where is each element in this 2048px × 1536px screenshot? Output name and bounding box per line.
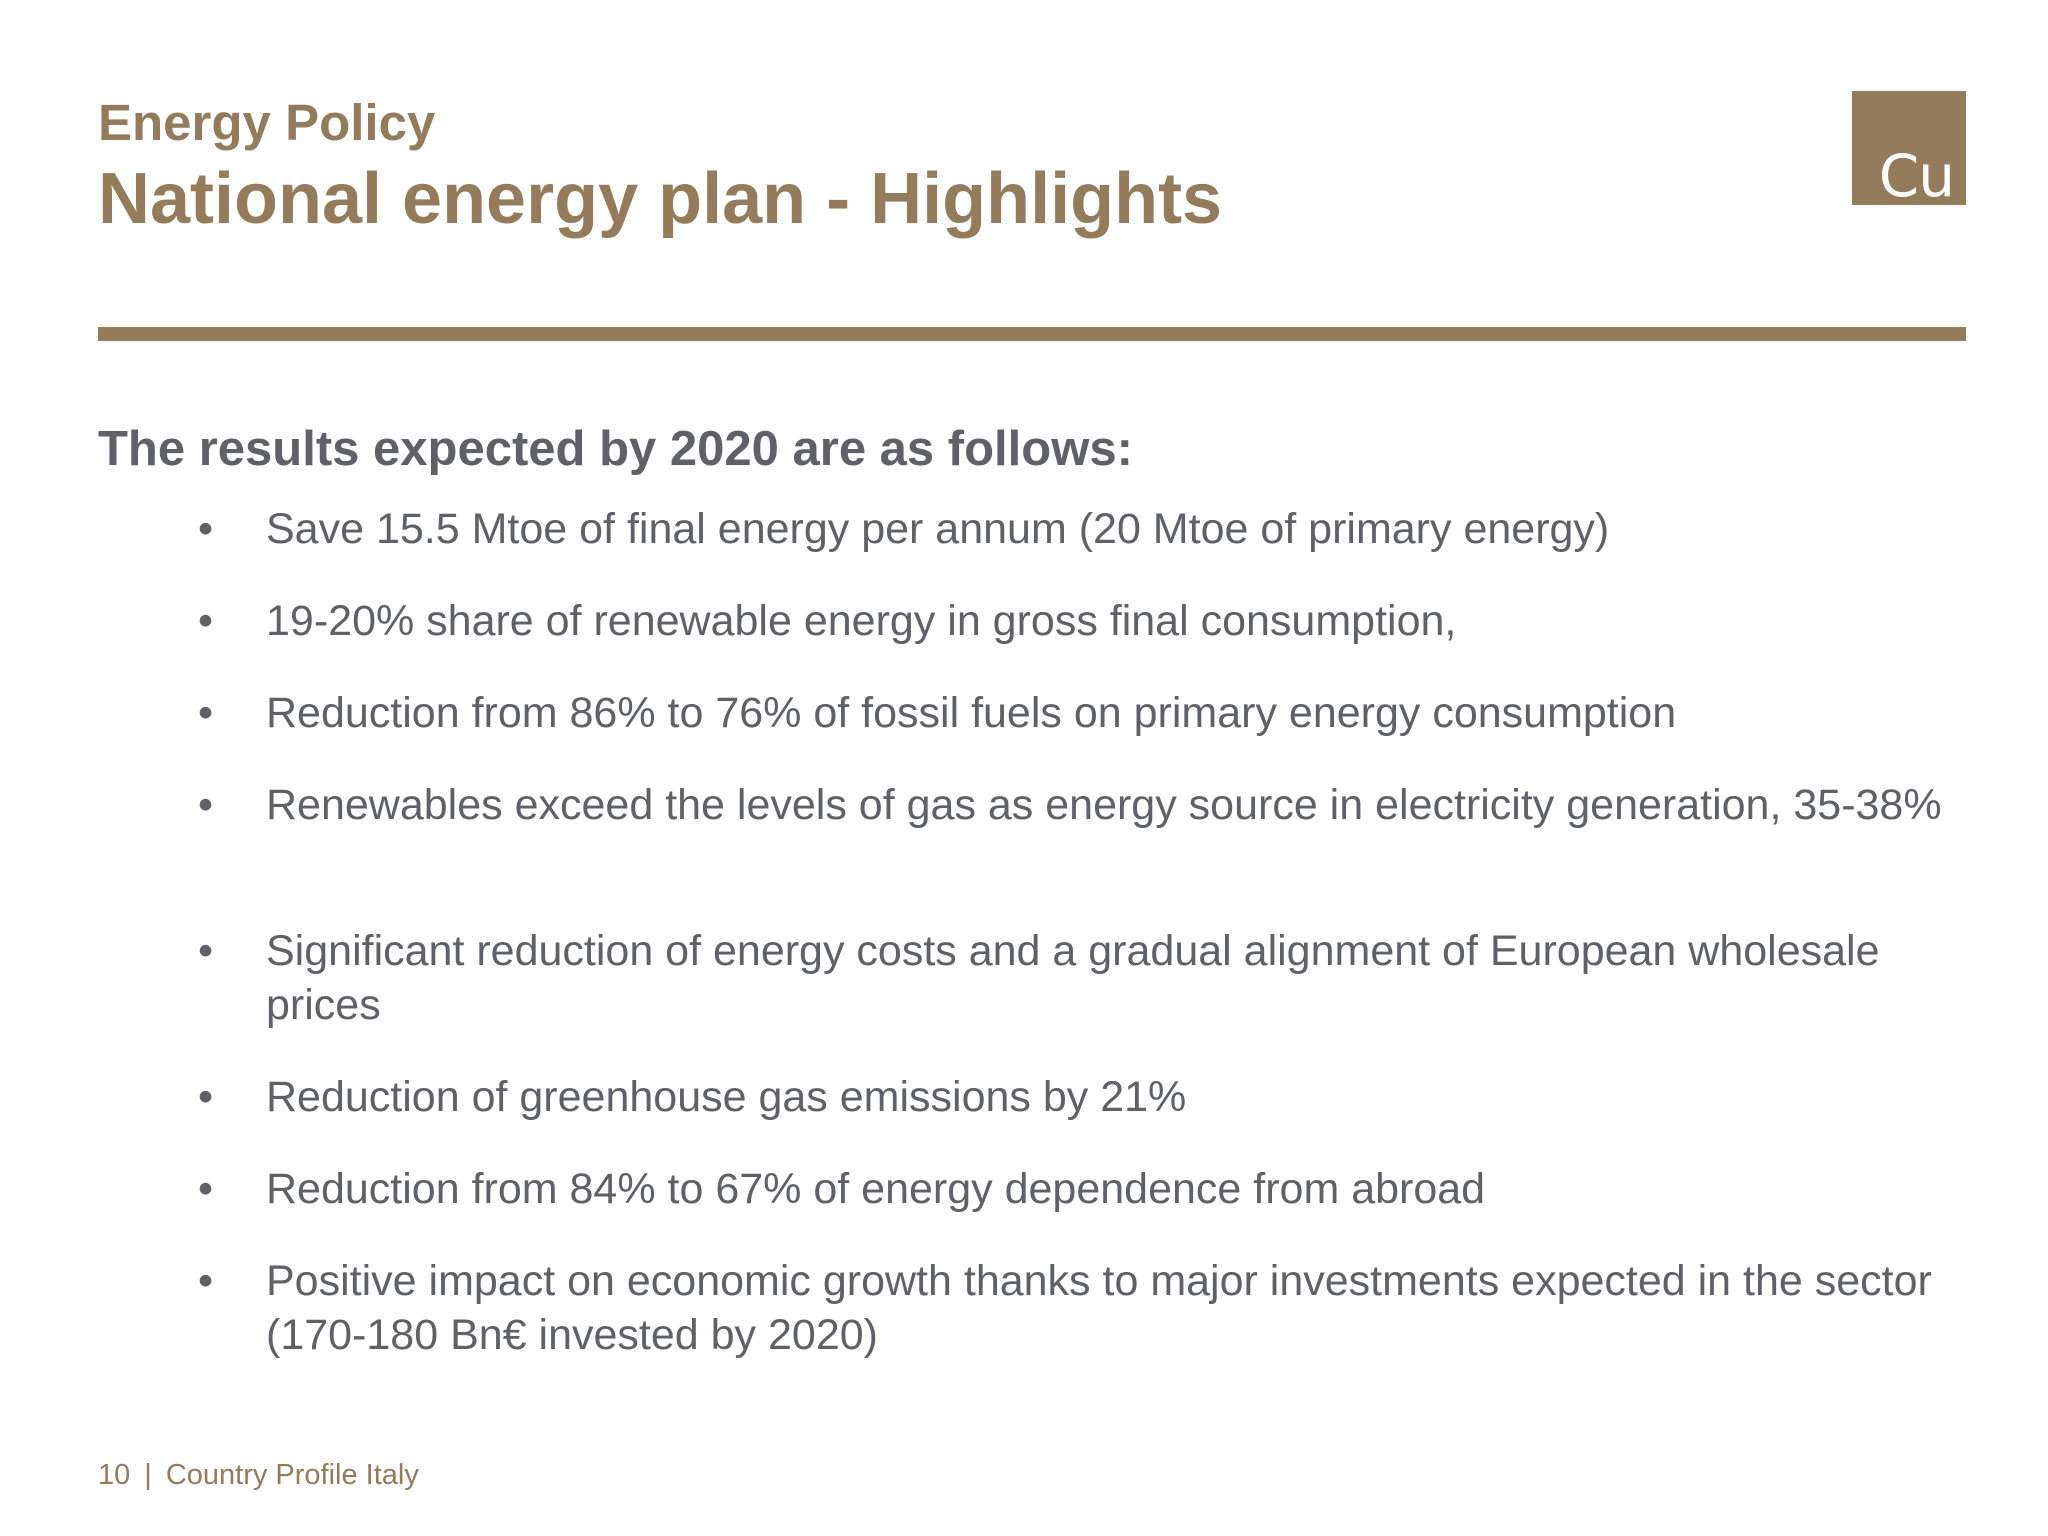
footer-label: Country Profile Italy [165, 1459, 419, 1491]
bullet-text: Significant reduction of energy costs an… [266, 927, 1880, 1029]
bullet-dot: • [198, 1073, 214, 1121]
bullet-text: Reduction from 84% to 67% of energy depe… [266, 1165, 1486, 1213]
bullet-dot: • [198, 597, 214, 645]
header-divider [98, 327, 1966, 341]
bullet-text: Renewables exceed the levels of gas as e… [266, 781, 1942, 829]
bullet-text: Save 15.5 Mtoe of final energy per annum… [266, 505, 1610, 553]
logo-text: Cu [1878, 142, 1955, 210]
bullet-dot: • [198, 781, 214, 829]
bullet-text: 19-20% share of renewable energy in gros… [266, 597, 1457, 645]
bullet-text: Reduction from 86% to 76% of fossil fuel… [266, 689, 1677, 737]
bullet-text: Reduction of greenhouse gas emissions by… [266, 1073, 1187, 1121]
section-kicker: Energy Policy [98, 94, 436, 151]
bullet-dot: • [198, 1257, 214, 1305]
footer: 10 | Country Profile Italy [98, 1458, 419, 1493]
page-number: 10 [98, 1459, 131, 1491]
bullet-dot: • [198, 689, 214, 737]
page-title: National energy plan - Highlights [98, 159, 1223, 239]
intro-heading: The results expected by 2020 are as foll… [98, 422, 1133, 476]
bullet-dot: • [198, 505, 214, 553]
bullet-dot: • [198, 1165, 214, 1213]
bullet-dot: • [198, 927, 214, 975]
cu-logo: Cu [1852, 91, 1966, 205]
footer-separator: | [144, 1459, 152, 1491]
bullet-text: Positive impact on economic growth thank… [266, 1257, 1932, 1359]
